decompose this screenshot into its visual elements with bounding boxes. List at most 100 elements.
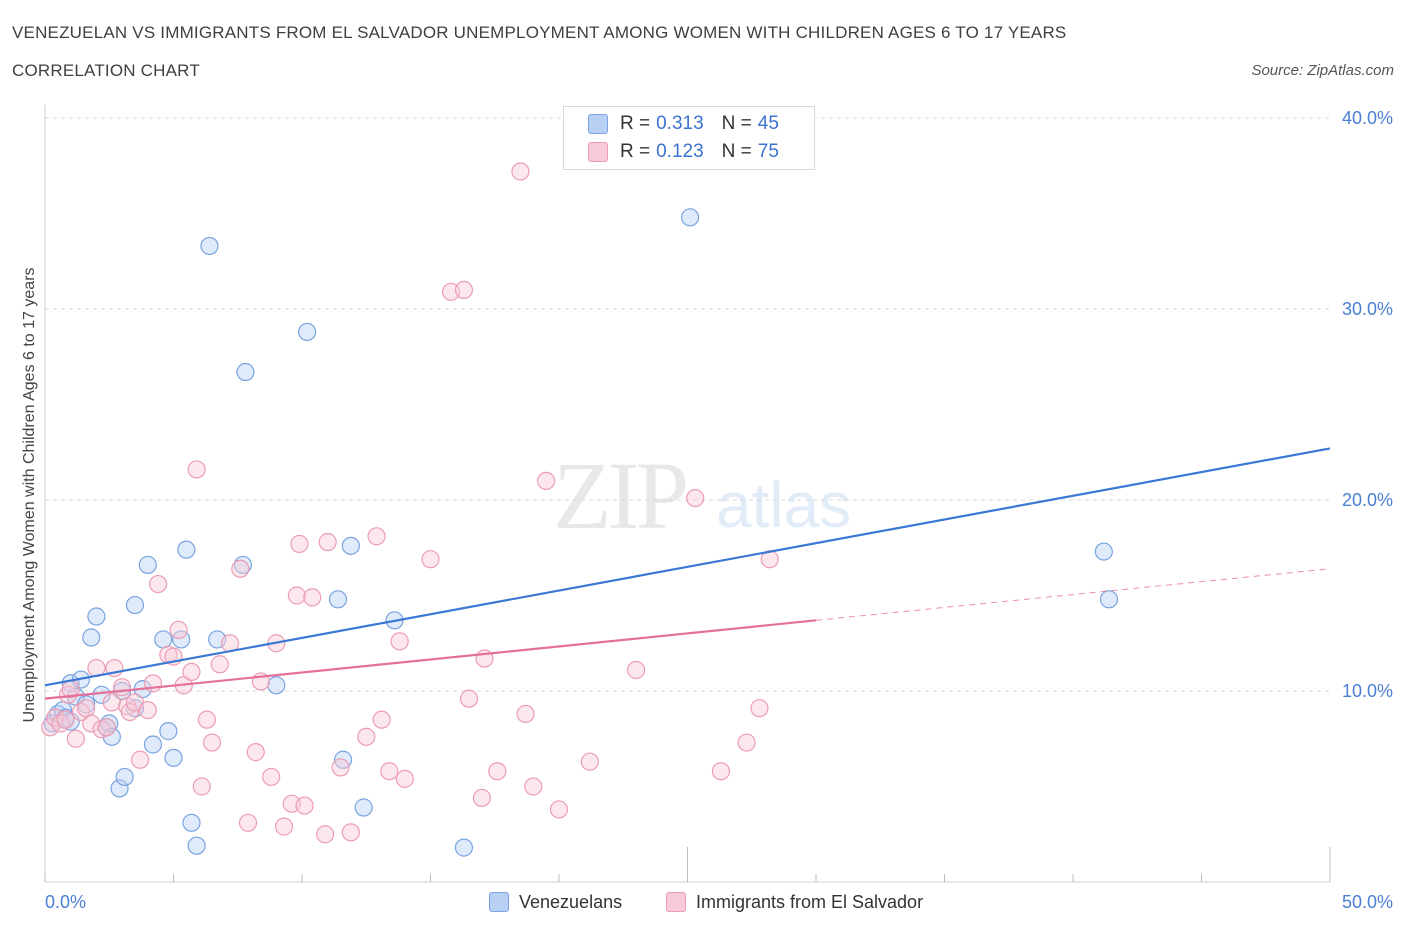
el-salvador-point: [303, 588, 322, 607]
el-salvador-point: [231, 559, 250, 578]
venezuelans-swatch: [588, 114, 608, 134]
el-salvador-legend-swatch: [666, 892, 686, 912]
el-salvador-point: [148, 574, 168, 594]
venezuelans-trend-line: [44, 447, 1331, 687]
el-salvador-point: [357, 727, 376, 746]
n-value: 75: [757, 141, 779, 162]
stats-row-venezuelans: R = 0.313 N = 45: [588, 112, 779, 136]
el-salvador-point: [182, 662, 201, 682]
n-label: N =: [721, 113, 752, 134]
el-salvador-point: [580, 752, 599, 771]
stats-legend: R = 0.313 N = 45 R = 0.123 N = 75: [563, 106, 815, 170]
venezuelans-point: [125, 595, 145, 615]
venezuelans-legend-swatch: [489, 892, 509, 912]
venezuelans-point: [87, 607, 106, 626]
venezuelans-point: [82, 628, 101, 647]
r-value: 0.313: [656, 113, 704, 134]
venezuelans-point: [1099, 590, 1119, 609]
venezuelans-point: [680, 208, 700, 227]
el-salvador-point: [192, 777, 211, 796]
legend-item-venezuelans: Venezuelans: [489, 889, 622, 915]
el-salvador-point: [120, 702, 139, 722]
el-salvador-point: [210, 655, 229, 674]
legend-item-el-salvador: Immigrants from El Salvador: [666, 889, 923, 915]
venezuelans-point: [177, 540, 196, 559]
el-salvador-point: [626, 660, 646, 680]
watermark-zip: ZIP: [553, 442, 689, 549]
y-tick-label: 40.0%: [1342, 108, 1393, 128]
el-salvador-point: [274, 817, 294, 836]
el-salvador-point: [511, 162, 530, 181]
venezuelans-legend-label: Venezuelans: [519, 891, 623, 912]
venezuelans-point: [154, 630, 173, 649]
el-salvador-point: [82, 714, 101, 733]
venezuelans-point: [200, 236, 219, 256]
el-salvador-point: [372, 710, 391, 729]
el-salvador-point: [66, 729, 85, 748]
el-salvador-point: [459, 689, 479, 708]
el-salvador-point: [197, 710, 217, 729]
venezuelans-point: [182, 813, 201, 832]
el-salvador-point: [524, 777, 543, 796]
venezuelans-point: [115, 767, 134, 787]
el-salvador-point: [549, 800, 569, 819]
el-salvador-point: [238, 813, 258, 832]
venezuelans-point: [341, 536, 360, 555]
el-salvador-legend-label: Immigrants from El Salvador: [696, 891, 924, 912]
venezuelans-point: [298, 322, 317, 342]
r-label: R =: [620, 141, 651, 162]
el-salvador-point: [737, 733, 756, 752]
venezuelans-point: [236, 362, 255, 382]
el-salvador-point: [488, 762, 507, 781]
el-salvador-point: [367, 527, 386, 546]
venezuelans-point: [187, 836, 206, 855]
el-salvador-point: [287, 586, 306, 605]
y-tick-label: 10.0%: [1342, 681, 1393, 701]
y-tick-label: 30.0%: [1342, 299, 1393, 319]
el-salvador-point: [130, 750, 150, 769]
venezuelans-point: [354, 798, 373, 817]
el-salvador-point: [341, 823, 360, 842]
el-salvador-point: [102, 693, 121, 712]
y-tick-label: 20.0%: [1342, 490, 1393, 510]
x-tick-label: 50.0%: [1342, 892, 1393, 912]
el-salvador-point: [380, 762, 399, 781]
el-salvador-point: [77, 699, 96, 718]
el-salvador-point: [750, 699, 769, 718]
el-salvador-point: [138, 700, 157, 720]
n-label: N =: [721, 141, 752, 162]
el-salvador-point: [290, 534, 309, 554]
venezuelans-point: [159, 722, 178, 741]
source-label: Source: ZipAtlas.com: [1251, 62, 1394, 79]
el-salvador-point: [41, 718, 60, 737]
el-salvador-point: [112, 678, 132, 697]
el-salvador-point: [331, 758, 350, 777]
el-salvador-point: [686, 488, 705, 508]
stats-row-el-salvador: R = 0.123 N = 75: [588, 140, 779, 164]
el-salvador-point: [187, 460, 206, 479]
venezuelans-point: [138, 555, 157, 575]
el-salvador-point: [395, 769, 414, 788]
el-salvador-point: [516, 704, 535, 724]
venezuelans-point: [328, 590, 348, 609]
el-salvador-point: [390, 632, 409, 651]
el-salvador-point: [262, 767, 281, 787]
el-salvador-trend-line: [44, 619, 817, 700]
el-salvador-point: [202, 733, 222, 752]
el-salvador-point: [97, 718, 116, 737]
venezuelans-point: [1094, 542, 1113, 561]
venezuelans-point: [143, 735, 163, 754]
venezuelans-point: [102, 727, 121, 746]
el-salvador-point: [421, 550, 440, 569]
el-salvador-point: [295, 796, 314, 815]
el-salvador-point: [318, 532, 337, 552]
el-salvador-point: [454, 280, 474, 299]
el-salvador-point: [56, 710, 75, 729]
el-salvador-point: [169, 620, 188, 639]
el-salvador-point: [537, 471, 556, 490]
el-salvador-trend-extension: [815, 568, 1331, 621]
el-salvador-point: [472, 788, 491, 808]
r-label: R =: [620, 113, 651, 134]
venezuelans-point: [110, 779, 129, 798]
r-value: 0.123: [656, 141, 704, 162]
